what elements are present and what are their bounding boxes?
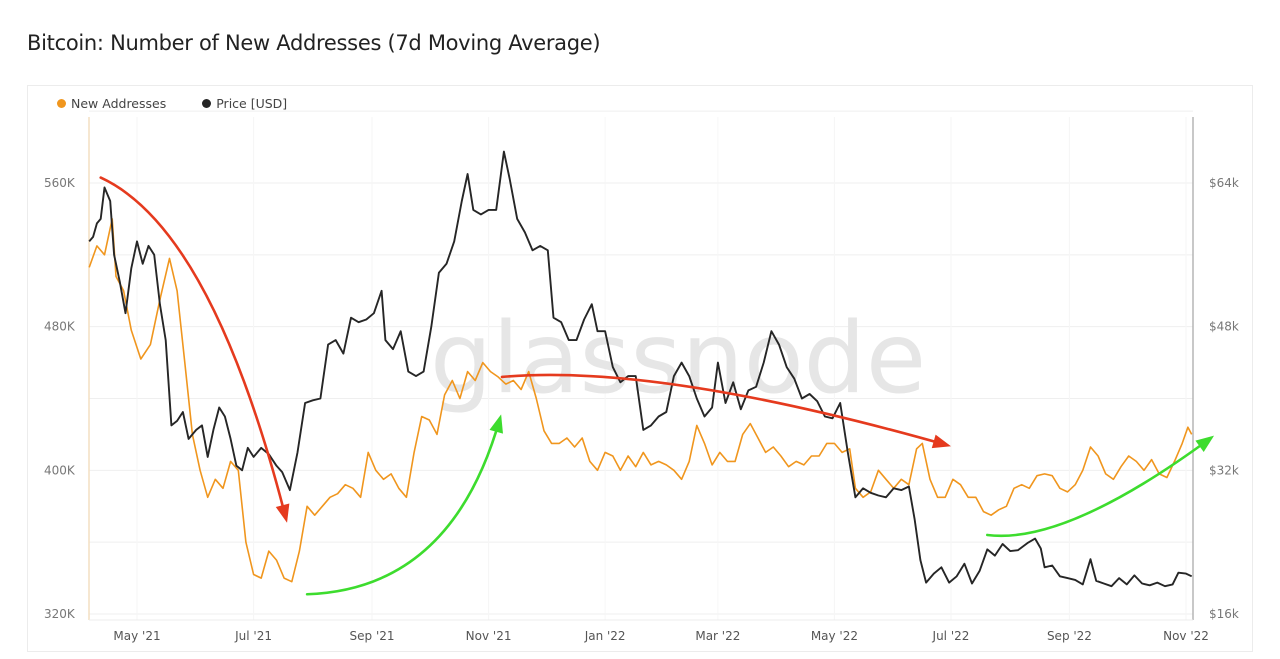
x-axis-tick-label: Jul '21: [234, 629, 272, 643]
legend: New Addresses Price [USD]: [57, 96, 287, 111]
arrowhead-icon: [489, 414, 503, 434]
right-axis-tick-label: $16k: [1209, 607, 1239, 621]
legend-label: New Addresses: [71, 96, 167, 111]
left-axis-tick-label: 320K: [44, 607, 76, 621]
x-axis-tick-label: Nov '22: [1163, 629, 1209, 643]
x-axis-tick-label: Sep '21: [350, 629, 395, 643]
left-axis-tick-label: 560K: [44, 176, 76, 190]
watermark: glassnode: [430, 302, 926, 416]
left-axis-tick-label: 400K: [44, 463, 76, 477]
orange-dot-icon: [57, 99, 66, 108]
right-axis-tick-label: $64k: [1209, 176, 1239, 190]
x-axis-tick-label: May '21: [113, 629, 160, 643]
chart-frame: [27, 85, 1253, 652]
series-line-new-addresses: [88, 218, 1193, 583]
red-trend-arrow: [99, 176, 288, 521]
arrowhead-icon: [931, 434, 952, 449]
right-axis-tick-label: $48k: [1209, 320, 1239, 334]
x-axis-tick-label: Mar '22: [695, 629, 740, 643]
green-trend-arrow: [305, 416, 502, 596]
left-axis-tick-label: 480K: [44, 320, 76, 334]
right-axis-tick-label: $32k: [1209, 463, 1239, 477]
x-axis-tick-label: Jul '22: [932, 629, 970, 643]
legend-item-price[interactable]: Price [USD]: [202, 96, 287, 111]
series-line-price: [88, 150, 1193, 588]
red-trend-arrow: [500, 373, 949, 447]
arrowhead-icon: [1195, 435, 1215, 452]
x-axis-tick-label: May '22: [811, 629, 858, 643]
legend-label: Price [USD]: [216, 96, 288, 111]
black-dot-icon: [202, 99, 212, 108]
chart-title: Bitcoin: Number of New Addresses (7d Mov…: [27, 31, 601, 55]
x-axis-tick-label: Sep '22: [1047, 629, 1092, 643]
x-axis-tick-label: Jan '22: [584, 629, 626, 643]
green-trend-arrow: [985, 436, 1213, 538]
x-axis-tick-label: Nov '21: [466, 629, 512, 643]
legend-item-new-addresses[interactable]: New Addresses: [57, 96, 166, 111]
arrowhead-icon: [275, 503, 290, 523]
